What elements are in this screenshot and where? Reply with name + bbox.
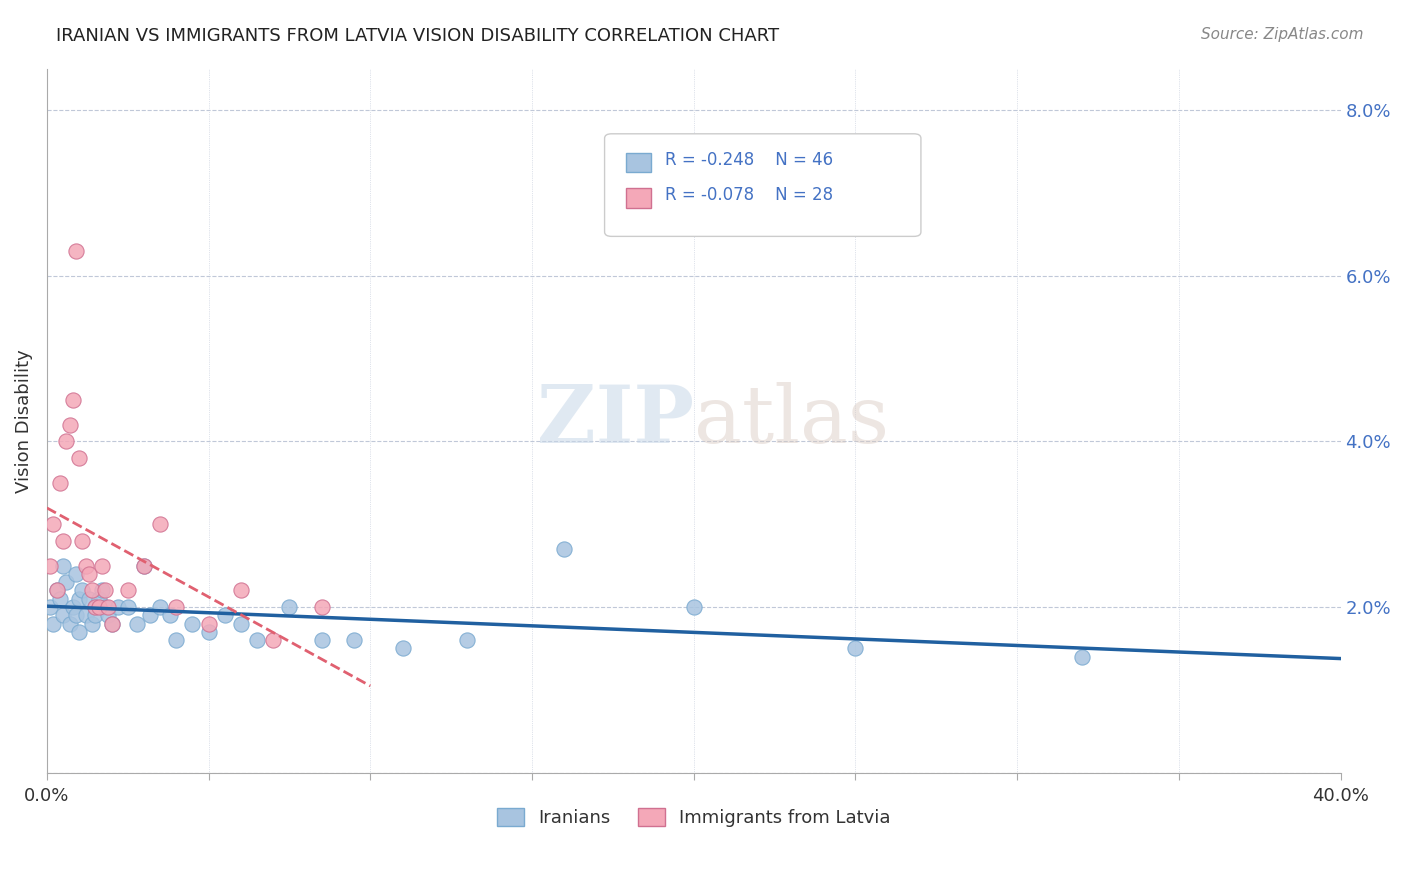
Point [55, 434, 77, 449]
Point [1070, 649, 1092, 664]
Point [197, 616, 219, 631]
Point [97, 600, 120, 615]
Point [311, 633, 333, 648]
Point [262, 633, 284, 648]
Point [49, 591, 72, 606]
Point [87, 600, 110, 615]
Point [149, 600, 172, 615]
Point [97, 608, 120, 623]
Text: IRANIAN VS IMMIGRANTS FROM LATVIA VISION DISABILITY CORRELATION CHART: IRANIAN VS IMMIGRANTS FROM LATVIA VISION… [56, 27, 779, 45]
Point [107, 600, 129, 615]
Point [246, 633, 269, 648]
Point [343, 633, 366, 648]
Point [159, 608, 181, 623]
Point [139, 608, 162, 623]
Text: ZIP: ZIP [537, 382, 693, 459]
Text: Source: ZipAtlas.com: Source: ZipAtlas.com [1201, 27, 1364, 42]
Point [100, 616, 122, 631]
Point [84, 608, 107, 623]
Text: 0.0%: 0.0% [24, 787, 69, 805]
Point [72, 583, 94, 598]
Point [75, 558, 97, 573]
Point [65, 608, 87, 623]
Text: 40.0%: 40.0% [1312, 787, 1369, 805]
Text: atlas: atlas [693, 382, 889, 459]
Point [87, 591, 110, 606]
Point [127, 616, 149, 631]
Point [278, 600, 301, 615]
Point [844, 641, 866, 656]
Point [39, 600, 62, 615]
Legend: Iranians, Immigrants from Latvia: Iranians, Immigrants from Latvia [489, 800, 898, 834]
Point [75, 608, 97, 623]
Point [84, 600, 107, 615]
Point [67, 591, 90, 606]
Point [90, 583, 112, 598]
Point [181, 616, 204, 631]
Point [77, 566, 100, 581]
Point [94, 583, 117, 598]
Point [45, 583, 67, 598]
Y-axis label: Vision Disability: Vision Disability [15, 349, 32, 492]
Point [553, 542, 575, 557]
Text: R = -0.078    N = 28: R = -0.078 N = 28 [665, 186, 834, 204]
Point [58, 417, 80, 432]
Point [94, 600, 117, 615]
Point [132, 558, 155, 573]
Text: R = -0.248    N = 46: R = -0.248 N = 46 [665, 151, 834, 169]
Point [165, 600, 187, 615]
Point [42, 517, 65, 532]
Point [149, 517, 172, 532]
Point [52, 533, 75, 548]
Point [229, 616, 252, 631]
Point [311, 600, 333, 615]
Point [65, 566, 87, 581]
Point [90, 558, 112, 573]
Point [100, 616, 122, 631]
Point [197, 624, 219, 639]
Point [229, 583, 252, 598]
Point [456, 633, 478, 648]
Point [72, 533, 94, 548]
Point [214, 608, 236, 623]
Point [55, 575, 77, 590]
Point [82, 583, 104, 598]
Point [132, 558, 155, 573]
Point [52, 608, 75, 623]
Point [42, 616, 65, 631]
Point [65, 244, 87, 258]
Point [84, 600, 107, 615]
Point [58, 616, 80, 631]
Point [77, 591, 100, 606]
Point [117, 600, 139, 615]
Point [39, 558, 62, 573]
Point [45, 583, 67, 598]
Point [67, 624, 90, 639]
Point [67, 450, 90, 465]
Point [117, 583, 139, 598]
Point [165, 633, 187, 648]
Point [682, 600, 704, 615]
Point [391, 641, 413, 656]
Point [62, 600, 84, 615]
Point [82, 616, 104, 631]
Point [62, 392, 84, 407]
Point [52, 558, 75, 573]
Point [49, 475, 72, 490]
